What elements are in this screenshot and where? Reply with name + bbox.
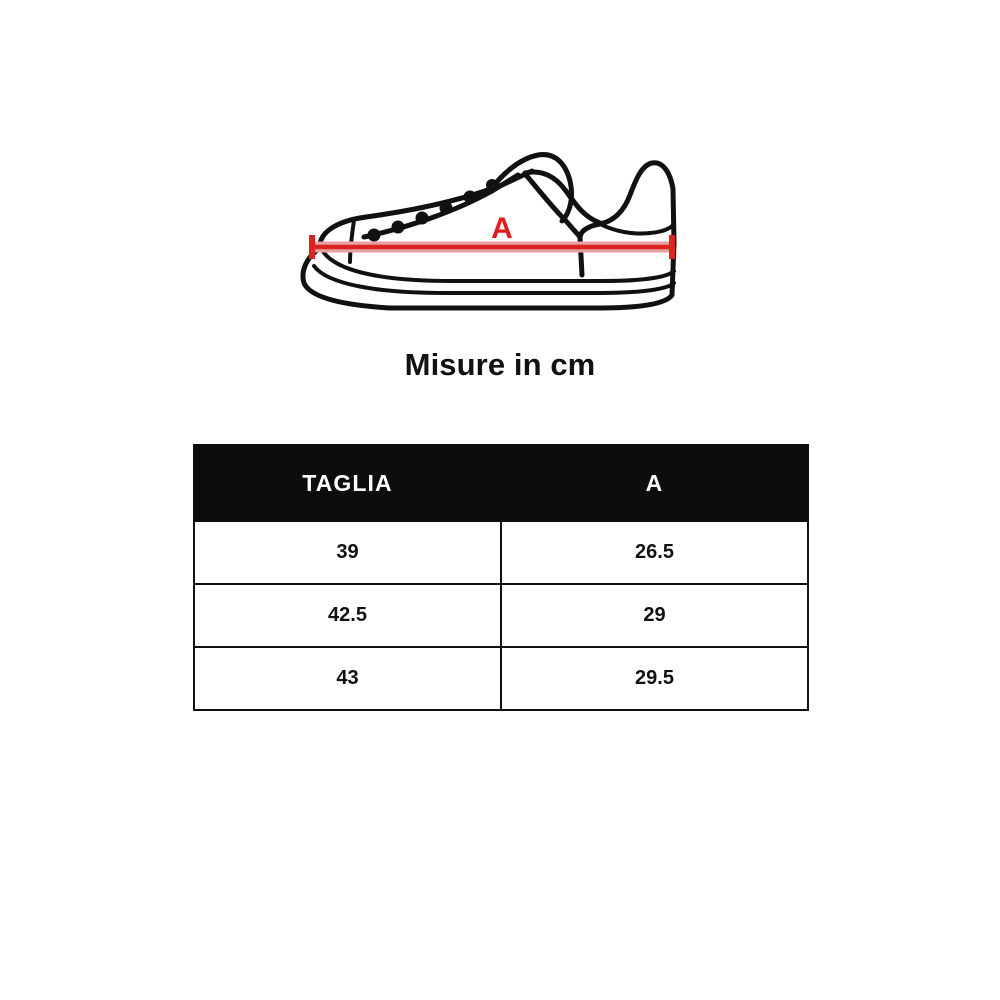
heel-counter-outline [577,160,677,246]
cell-taglia: 39 [193,520,502,585]
size-table-container: TAGLIA A 39 26.5 42.5 29 43 29.5 [193,444,809,711]
table-row: 43 29.5 [193,646,809,711]
cell-a: 26.5 [500,520,809,585]
cell-a: 29 [500,583,809,648]
eyestay-line [361,172,521,240]
toe-and-vamp-edge [317,168,535,252]
tongue [486,152,575,224]
cell-a: 29.5 [500,646,809,711]
lace-dot [463,190,477,204]
column-header-a: A [500,444,809,522]
outsole-outline [300,240,677,311]
midsole-stripe-lower [320,248,676,283]
lace-dot [439,201,453,215]
table-header-row: TAGLIA A [193,444,809,522]
collar-topline [522,169,603,226]
measurement-line-a [309,235,675,259]
measurement-label-a: A [491,212,513,245]
toe-cap-seam [348,218,356,264]
size-table: TAGLIA A 39 26.5 42.5 29 43 29.5 [193,444,809,711]
heel-collar-inner [598,222,676,236]
chart-caption: Misure in cm [404,347,596,382]
table-row: 42.5 29 [193,583,809,648]
sole-group [300,240,677,311]
cell-taglia: 42.5 [193,583,502,648]
column-header-taglia: TAGLIA [193,444,502,522]
quarter-panel-seam [523,172,585,278]
lace-dot [367,228,381,242]
midsole-stripe-upper [312,264,676,295]
upper-group [317,152,677,278]
table-row: 39 26.5 [193,520,809,585]
lace-dot [391,220,405,234]
sneaker-illustration: A [270,125,700,315]
lace-dot [415,211,429,225]
cell-taglia: 43 [193,646,502,711]
lace-dot [486,179,498,191]
lace-dots [367,179,498,242]
